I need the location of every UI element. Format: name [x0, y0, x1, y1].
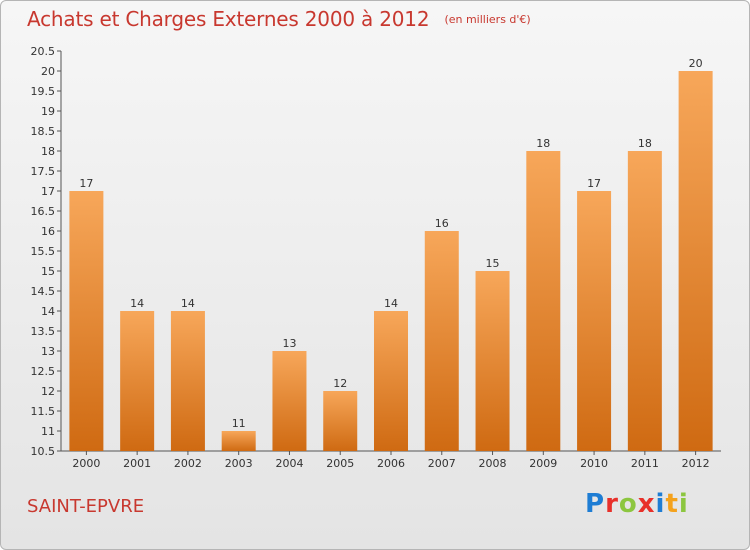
bar-2007 [424, 231, 459, 451]
y-tick-label: 10.5 [31, 445, 56, 458]
axes: 10.5 11 11.5 12 12.5 13 13.5 14 14.5 15 15.5 16 16.5… [31, 45, 721, 470]
y-tick-label: 18 [41, 145, 55, 158]
x-tick-label: 2001 [123, 457, 151, 470]
bar-value-label: 14 [130, 297, 144, 310]
logo-letter: P [585, 489, 606, 519]
y-tick-label: 16 [41, 225, 55, 238]
x-tick-label: 2010 [580, 457, 608, 470]
y-tick-label: 13 [41, 345, 55, 358]
x-tick-label: 2007 [428, 457, 456, 470]
x-tick-label: 2012 [682, 457, 710, 470]
bar-value-label: 11 [232, 417, 246, 430]
x-tick-label: 2008 [479, 457, 507, 470]
y-tick-label: 20.5 [31, 45, 56, 58]
units-label: (en milliers d'€) [444, 13, 531, 26]
y-tick-label: 11.5 [31, 405, 56, 418]
bar-2001 [120, 311, 155, 451]
x-tick-label: 2005 [326, 457, 354, 470]
bar-value-label: 18 [638, 137, 652, 150]
y-tick-label: 11 [41, 425, 55, 438]
y-tick-label: 20 [41, 65, 55, 78]
town-name: SAINT-EPVRE [27, 496, 145, 517]
logo-letter: x [637, 489, 656, 519]
y-tick-label: 13.5 [31, 325, 56, 338]
title-row: Achats et Charges Externes 2000 à 2012 (… [27, 7, 531, 31]
logo-letter: t [665, 489, 679, 519]
y-tick-label: 17 [41, 185, 55, 198]
bar-value-label: 15 [486, 257, 500, 270]
y-tick-label: 17.5 [31, 165, 56, 178]
bar-2006 [374, 311, 408, 451]
logo-letter: o [618, 489, 638, 519]
bar-value-label: 16 [435, 217, 449, 230]
bar-2005 [323, 391, 358, 451]
bar-2003 [221, 431, 256, 451]
proxiti-logo[interactable]: Proxiti [585, 489, 689, 519]
y-tick-label: 15.5 [31, 245, 56, 258]
x-tick-label: 2003 [225, 457, 253, 470]
x-tick-label: 2004 [275, 457, 303, 470]
bar-value-label: 17 [587, 177, 601, 190]
bar-value-label: 14 [181, 297, 195, 310]
bar-value-label: 14 [384, 297, 398, 310]
y-tick-label: 14.5 [31, 285, 56, 298]
y-tick-label: 19.5 [31, 85, 56, 98]
bars: 17 14 14 11 13 12 14 16 15 18 17 18 20 [69, 57, 713, 451]
bar-value-label: 12 [333, 377, 347, 390]
bar-2004 [272, 351, 307, 451]
chart-title: Achats et Charges Externes 2000 à 2012 [27, 7, 430, 31]
logo-letter: r [605, 489, 619, 519]
bar-value-label: 18 [536, 137, 550, 150]
y-tick-label: 19 [41, 105, 55, 118]
bar-2008 [475, 271, 510, 451]
x-tick-label: 2009 [529, 457, 557, 470]
bar-2009 [526, 151, 561, 451]
y-tick-label: 14 [41, 305, 55, 318]
y-tick-label: 12 [41, 385, 55, 398]
bar-2011 [627, 151, 662, 451]
x-tick-label: 2011 [631, 457, 659, 470]
bar-2010 [577, 191, 612, 451]
bar-2012 [678, 71, 713, 451]
bar-2000 [69, 191, 104, 451]
y-tick-label: 15 [41, 265, 55, 278]
logo-letter: i [678, 489, 689, 519]
y-tick-label: 18.5 [31, 125, 56, 138]
y-tick-label: 16.5 [31, 205, 56, 218]
y-tick-label: 12.5 [31, 365, 56, 378]
x-tick-label: 2006 [377, 457, 405, 470]
bar-value-label: 17 [79, 177, 93, 190]
bar-value-label: 13 [282, 337, 296, 350]
bar-value-label: 20 [689, 57, 703, 70]
bar-2002 [170, 311, 205, 451]
x-tick-label: 2000 [72, 457, 100, 470]
x-tick-label: 2002 [174, 457, 202, 470]
logo-letter: i [655, 489, 666, 519]
